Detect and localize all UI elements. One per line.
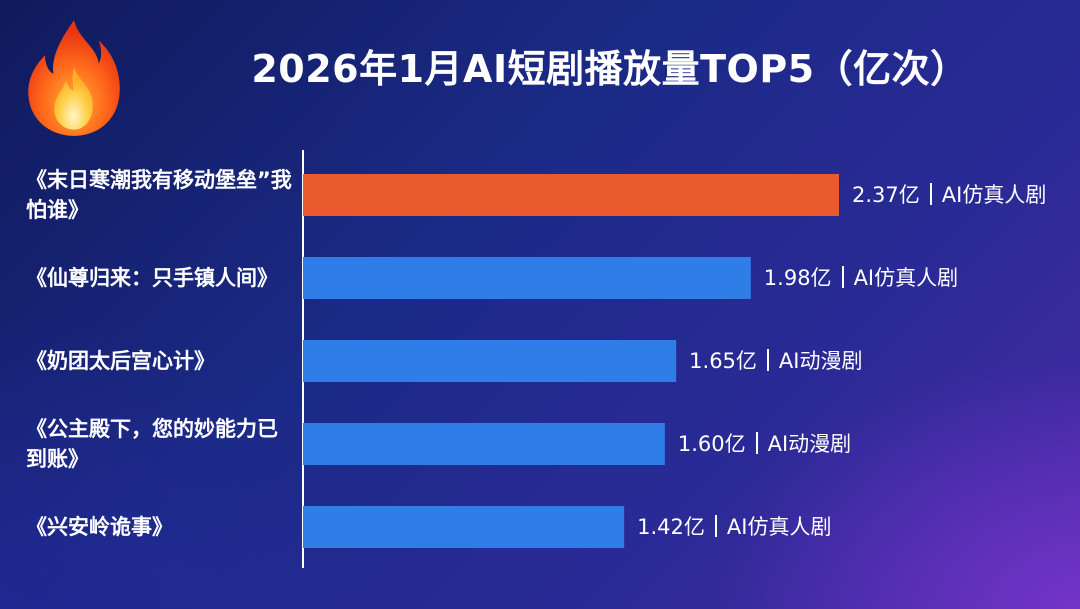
data-label-1: 2.37亿 AI仿真人剧 xyxy=(852,180,1046,210)
value-label-1: 2.37亿 xyxy=(852,183,920,207)
data-label-3: 1.65亿 AI动漫剧 xyxy=(689,346,862,376)
genre-label-5: AI仿真人剧 xyxy=(726,515,832,539)
bar-1 xyxy=(303,174,839,216)
bar-3 xyxy=(303,340,677,382)
genre-label-3: AI动漫剧 xyxy=(778,349,863,373)
label-separator xyxy=(929,183,932,205)
category-label-3: 《奶团太后宫心计》 xyxy=(26,349,215,373)
value-label-5: 1.42亿 xyxy=(637,515,705,539)
category-label-4: 《公主殿下，您的妙能力已到账》 xyxy=(26,417,278,471)
data-label-2: 1.98亿 AI仿真人剧 xyxy=(764,263,958,293)
category-label-2: 《仙尊归来：只手镇人间》 xyxy=(26,266,278,290)
label-separator xyxy=(755,432,758,454)
category-label-1: 《末日寒潮我有移动堡垒”我怕谁》 xyxy=(26,168,292,222)
value-label-4: 1.60亿 xyxy=(677,432,746,456)
genre-label-4: AI动漫剧 xyxy=(767,432,852,456)
label-separator xyxy=(714,515,717,537)
label-separator xyxy=(841,266,844,288)
genre-label-1: AI仿真人剧 xyxy=(941,183,1047,207)
label-separator xyxy=(766,349,769,371)
data-label-5: 1.42亿 AI仿真人剧 xyxy=(637,512,831,542)
bar-4 xyxy=(303,423,665,465)
data-label-4: 1.60亿 AI动漫剧 xyxy=(678,429,851,459)
value-label-2: 1.98亿 xyxy=(763,266,832,290)
bar-2 xyxy=(303,257,751,299)
fire-icon xyxy=(28,20,120,136)
value-label-3: 1.65亿 xyxy=(689,349,757,373)
category-label-5: 《兴安岭诡事》 xyxy=(26,515,173,539)
chart-title: 2026年1月AI短剧播放量TOP5（亿次） xyxy=(251,47,969,91)
bar-5 xyxy=(303,506,625,548)
genre-label-2: AI仿真人剧 xyxy=(853,266,959,290)
